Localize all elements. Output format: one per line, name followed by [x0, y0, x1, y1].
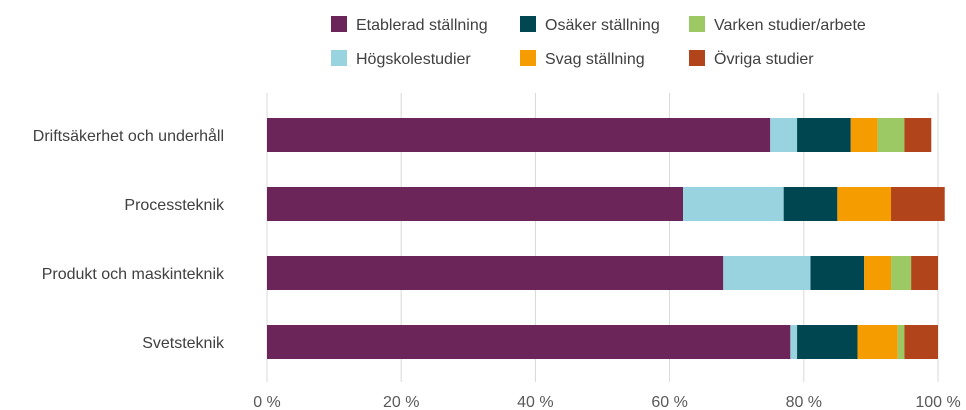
x-tick-label: 60 % — [651, 394, 687, 410]
x-tick-label: 0 % — [253, 394, 281, 410]
category-label: Produkt och maskinteknik — [42, 266, 225, 283]
bar-segment-etablerad-stallning — [267, 325, 791, 359]
legend-swatch — [331, 50, 347, 66]
bar-segment-hogskolestudier — [683, 187, 784, 221]
bar-segment-hogskolestudier — [723, 256, 811, 290]
category-label: Processteknik — [124, 197, 225, 214]
legend-item-hogskolestudier: Högskolestudier — [331, 50, 471, 68]
bar-segment-etablerad-stallning — [267, 256, 724, 290]
legend: Etablerad ställning Osäker ställning Varke… — [331, 16, 866, 68]
bar-segment-ovriga-studier — [891, 187, 945, 221]
bar-segment-svag-stallning — [837, 187, 892, 221]
legend-swatch — [331, 16, 347, 32]
bar-segment-etablerad-stallning — [267, 118, 771, 152]
legend-item-etablerad-stallning: Etablerad ställning — [331, 16, 488, 34]
legend-label: Övriga studier — [714, 50, 814, 68]
x-axis-tick-labels: 0 % 20 % 40 % 60 % 80 % 100 % — [253, 394, 960, 410]
legend-label: Osäker ställning — [545, 17, 660, 34]
legend-label: Högskolestudier — [356, 51, 471, 68]
legend-swatch — [520, 50, 536, 66]
x-tick-label: 40 % — [517, 394, 553, 410]
legend-item-osaker-stallning: Osäker ställning — [520, 16, 660, 34]
legend-label: Svag ställning — [545, 51, 645, 68]
legend-swatch — [689, 16, 705, 32]
bar-segment-osaker-stallning — [783, 187, 838, 221]
x-tick-label: 80 % — [786, 394, 822, 410]
bar-segment-svag-stallning — [857, 325, 898, 359]
bar-segment-varken-studier-arbete — [891, 256, 912, 290]
legend-swatch — [689, 50, 705, 66]
legend-item-ovriga-studier: Övriga studier — [689, 50, 814, 68]
bar-segment-svag-stallning — [864, 256, 892, 290]
bar-segment-osaker-stallning — [810, 256, 865, 290]
bar-segment-hogskolestudier — [770, 118, 798, 152]
legend-swatch — [520, 16, 536, 32]
category-label: Driftsäkerhet och underhåll — [33, 127, 224, 145]
bar-segment-hogskolestudier — [790, 325, 798, 359]
bar-segment-etablerad-stallning — [267, 187, 684, 221]
legend-label: Etablerad ställning — [356, 17, 488, 34]
legend-item-svag-stallning: Svag ställning — [520, 50, 645, 68]
bar-segment-svag-stallning — [850, 118, 878, 152]
category-labels: Driftsäkerhet och underhåll Processteknik… — [33, 127, 225, 352]
legend-item-varken-studier-arbete: Varken studier/arbete — [689, 16, 866, 34]
x-tick-label: 100 % — [915, 394, 960, 410]
bar-segment-osaker-stallning — [797, 325, 858, 359]
x-tick-label: 20 % — [383, 394, 419, 410]
bar-segment-varken-studier-arbete — [877, 118, 905, 152]
bar-segment-osaker-stallning — [797, 118, 851, 152]
bar-segment-ovriga-studier — [904, 118, 932, 152]
bar-segment-ovriga-studier — [904, 325, 938, 359]
bars — [267, 118, 945, 359]
legend-label: Varken studier/arbete — [714, 17, 866, 34]
bar-segment-varken-studier-arbete — [897, 325, 905, 359]
category-label: Svetsteknik — [142, 335, 225, 352]
bar-segment-ovriga-studier — [911, 256, 938, 290]
